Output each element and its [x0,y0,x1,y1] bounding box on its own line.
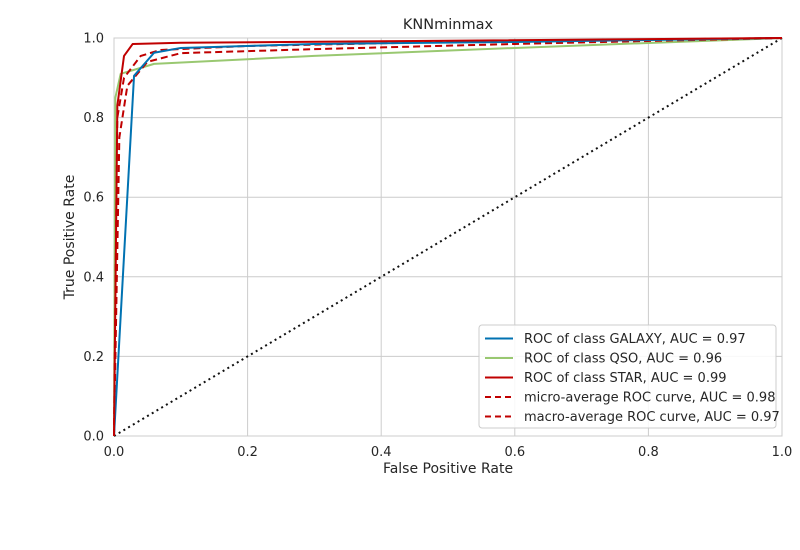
y-tick-label: 0.4 [83,270,104,285]
x-tick-label: 0.4 [371,445,392,460]
y-axis-label: True Positive Rate [62,175,78,301]
roc-line-2 [113,37,783,437]
legend-label: ROC of class STAR, AUC = 0.99 [524,371,727,386]
y-tick-label: 1.0 [83,32,104,47]
legend-label: ROC of class GALAXY, AUC = 0.97 [524,332,746,347]
roc-line-4 [113,37,783,437]
legend-box [478,324,777,429]
legend-label: ROC of class QSO, AUC = 0.96 [524,352,722,367]
x-tick-label: 1.0 [772,445,793,460]
x-tick-label: 0.8 [638,445,659,460]
legend: ROC of class GALAXY, AUC = 0.97 ROC of cl… [478,324,780,429]
roc-line-1 [113,37,783,437]
chart-title: KNNminmax [403,17,494,33]
y-tick-label: 0.6 [83,191,104,206]
roc-line-0 [113,37,783,437]
x-axis-label: False Positive Rate [383,461,513,477]
y-tick-label: 0.8 [83,111,104,126]
y-tick-label: 0.2 [83,350,104,365]
x-tick-label: 0.2 [237,445,258,460]
series-layer [113,37,783,437]
x-tick-label: 0.6 [504,445,525,460]
tick-labels: 0.0 0.2 0.4 0.6 0.8 1.0 0.0 0.2 0.4 0.6 0.8 1.0 [83,32,792,461]
legend-label: macro-average ROC curve, AUC = 0.97 [524,410,780,425]
y-tick-label: 0.0 [83,430,104,445]
x-tick-label: 0.0 [104,445,125,460]
legend-label: micro-average ROC curve, AUC = 0.98 [524,391,775,406]
